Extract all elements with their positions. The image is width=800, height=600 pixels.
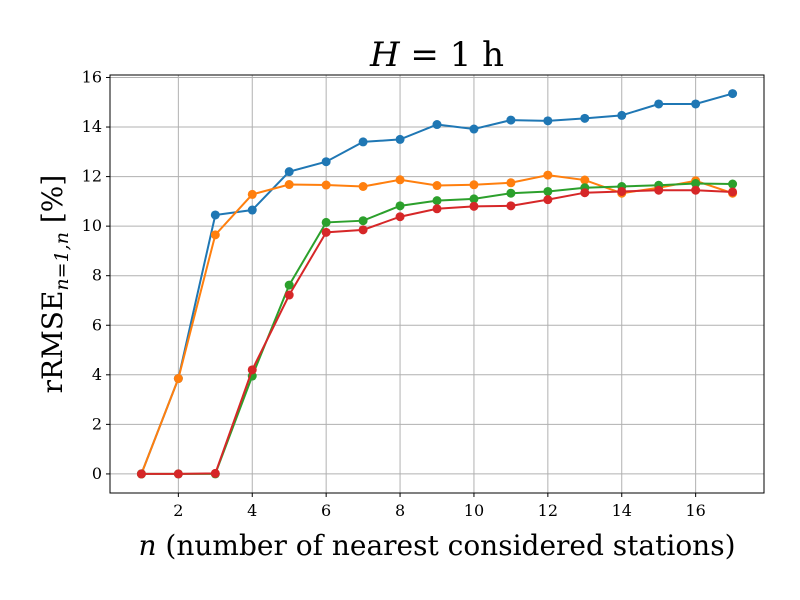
y-tick-label: 14 bbox=[82, 117, 102, 136]
series-2-point bbox=[358, 181, 368, 191]
series-4-point bbox=[728, 187, 738, 197]
series-4-point bbox=[321, 227, 331, 237]
series-1-point bbox=[358, 137, 368, 147]
series-2-point bbox=[506, 178, 516, 188]
series-1-point bbox=[617, 110, 627, 120]
series-3-point bbox=[284, 280, 294, 290]
series-1-point bbox=[654, 99, 664, 109]
y-axis-label: rRMSEn=1,n [%] bbox=[36, 175, 73, 394]
y-tick-label: 10 bbox=[82, 216, 102, 235]
series-2-point bbox=[469, 180, 479, 190]
series-1-point bbox=[395, 134, 405, 144]
series-1-line bbox=[140, 92, 733, 475]
series-2-point bbox=[580, 175, 590, 185]
series-1-point bbox=[691, 99, 701, 109]
x-tick-label: 6 bbox=[321, 501, 331, 520]
series-4-point bbox=[358, 225, 368, 235]
series-4-point bbox=[395, 212, 405, 222]
y-tick-label: 6 bbox=[92, 315, 102, 334]
series-2-point bbox=[432, 181, 442, 191]
series-2-point bbox=[395, 175, 405, 185]
series-3 bbox=[136, 179, 738, 479]
ticks: 2 4 6 8 10 12 14 16 0 2 4 6 8 10 12 14 16 bbox=[82, 67, 706, 520]
series-2-point bbox=[247, 189, 257, 199]
x-axis-variable: n bbox=[138, 529, 156, 562]
series-4-point bbox=[469, 201, 479, 211]
series-4-point bbox=[617, 186, 627, 196]
y-axis-unit: [%] bbox=[36, 175, 69, 232]
series-layer bbox=[136, 89, 738, 479]
x-axis-label: n (number of nearest considered stations… bbox=[138, 529, 735, 562]
series-4-point bbox=[247, 365, 257, 375]
series-3-point bbox=[469, 194, 479, 204]
series-4-point bbox=[432, 204, 442, 214]
series-1-point bbox=[543, 116, 553, 126]
series-1-point bbox=[247, 205, 257, 215]
series-3-point bbox=[691, 179, 701, 189]
x-tick-label: 4 bbox=[247, 501, 257, 520]
series-3-point bbox=[395, 201, 405, 211]
series-1-point bbox=[580, 113, 590, 123]
series-2-point bbox=[284, 180, 294, 190]
series-4-line bbox=[141, 189, 733, 475]
series-2 bbox=[136, 170, 738, 479]
series-2-point bbox=[321, 180, 331, 190]
series-4-point bbox=[173, 469, 183, 479]
series-1-point bbox=[284, 167, 294, 177]
series-4-point bbox=[284, 290, 294, 300]
series-4-point bbox=[691, 185, 701, 195]
y-tick-label: 2 bbox=[92, 414, 102, 433]
x-axis-description: (number of nearest considered stations) bbox=[157, 529, 736, 562]
x-tick-label: 16 bbox=[685, 501, 705, 520]
series-1-point bbox=[432, 120, 442, 130]
chart-title: H = 1 h bbox=[369, 35, 504, 75]
y-tick-label: 0 bbox=[92, 464, 102, 483]
series-1-point bbox=[321, 157, 331, 167]
series-3-point bbox=[358, 216, 368, 226]
series-2-point bbox=[173, 374, 183, 384]
x-tick-label: 2 bbox=[173, 501, 183, 520]
series-1-point bbox=[469, 124, 479, 134]
series-1-point bbox=[728, 89, 738, 99]
series-1-point bbox=[210, 210, 220, 220]
title-variable: H bbox=[369, 35, 401, 75]
series-1-point bbox=[506, 115, 516, 125]
y-axis-subscript: n=1,n bbox=[51, 232, 73, 291]
series-2-point bbox=[210, 230, 220, 240]
series-3-point bbox=[728, 179, 738, 189]
series-3-point bbox=[432, 196, 442, 206]
series-3-point bbox=[543, 186, 553, 196]
y-axis-main: rRMSE bbox=[36, 291, 69, 394]
series-4-point bbox=[580, 188, 590, 198]
series-4-point bbox=[543, 195, 553, 205]
series-4-point bbox=[506, 201, 516, 211]
series-2-point bbox=[543, 170, 553, 180]
x-tick-label: 12 bbox=[538, 501, 558, 520]
y-tick-label: 16 bbox=[82, 67, 102, 86]
series-4-point bbox=[210, 468, 220, 478]
x-tick-label: 10 bbox=[464, 501, 484, 520]
series-3-point bbox=[321, 217, 331, 227]
series-3-point bbox=[506, 188, 516, 198]
y-tick-label: 12 bbox=[82, 167, 102, 186]
title-rest: = 1 h bbox=[400, 35, 504, 75]
x-tick-label: 14 bbox=[612, 501, 632, 520]
grid bbox=[110, 75, 764, 493]
y-tick-label: 8 bbox=[92, 266, 102, 285]
series-1 bbox=[136, 89, 738, 479]
y-tick-label: 4 bbox=[92, 365, 102, 384]
series-4 bbox=[136, 185, 738, 479]
plot-frame bbox=[109, 74, 765, 494]
series-4-point bbox=[136, 469, 146, 479]
x-tick-label: 8 bbox=[395, 501, 405, 520]
series-4-point bbox=[654, 185, 664, 195]
